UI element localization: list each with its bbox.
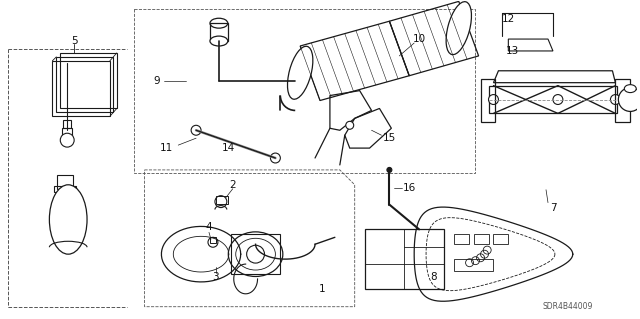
Bar xyxy=(474,234,488,244)
Text: 10: 10 xyxy=(413,34,426,44)
Ellipse shape xyxy=(287,46,313,99)
Text: 11: 11 xyxy=(160,143,173,153)
Text: 3: 3 xyxy=(212,272,220,282)
Ellipse shape xyxy=(210,18,228,28)
Ellipse shape xyxy=(191,125,201,135)
Text: 9: 9 xyxy=(153,76,160,86)
Bar xyxy=(58,175,73,189)
Text: 14: 14 xyxy=(222,143,236,153)
Bar xyxy=(210,237,216,243)
Text: 4: 4 xyxy=(205,222,212,233)
Text: 7: 7 xyxy=(550,203,556,212)
Ellipse shape xyxy=(228,232,283,277)
Circle shape xyxy=(208,237,218,247)
Text: 2: 2 xyxy=(230,180,236,190)
Bar xyxy=(493,234,508,244)
Bar xyxy=(365,229,444,289)
Bar xyxy=(54,186,76,192)
Bar xyxy=(454,234,468,244)
Bar xyxy=(216,196,228,204)
Bar xyxy=(210,23,228,41)
Text: 5: 5 xyxy=(71,36,77,46)
Bar xyxy=(231,234,280,274)
Circle shape xyxy=(618,88,640,111)
Circle shape xyxy=(346,121,354,129)
Bar xyxy=(63,120,71,128)
Ellipse shape xyxy=(49,185,87,254)
Text: 16: 16 xyxy=(403,183,416,193)
Ellipse shape xyxy=(236,238,275,270)
Text: 12: 12 xyxy=(502,14,515,24)
Ellipse shape xyxy=(246,245,264,263)
Ellipse shape xyxy=(625,85,636,93)
Circle shape xyxy=(215,196,227,208)
Circle shape xyxy=(387,167,392,172)
Text: SDR4B44009: SDR4B44009 xyxy=(543,302,593,311)
Text: 13: 13 xyxy=(506,46,519,56)
Text: 1: 1 xyxy=(319,284,325,294)
Circle shape xyxy=(611,94,620,105)
Circle shape xyxy=(488,94,499,105)
Circle shape xyxy=(60,133,74,147)
Circle shape xyxy=(553,94,563,105)
Bar xyxy=(454,259,493,271)
Ellipse shape xyxy=(210,36,228,46)
Bar xyxy=(62,128,72,136)
Ellipse shape xyxy=(271,153,280,163)
Text: 15: 15 xyxy=(383,133,396,143)
Bar xyxy=(481,79,495,122)
Ellipse shape xyxy=(446,2,472,55)
Text: 8: 8 xyxy=(431,272,437,282)
Bar xyxy=(488,85,618,114)
Bar xyxy=(616,79,630,122)
